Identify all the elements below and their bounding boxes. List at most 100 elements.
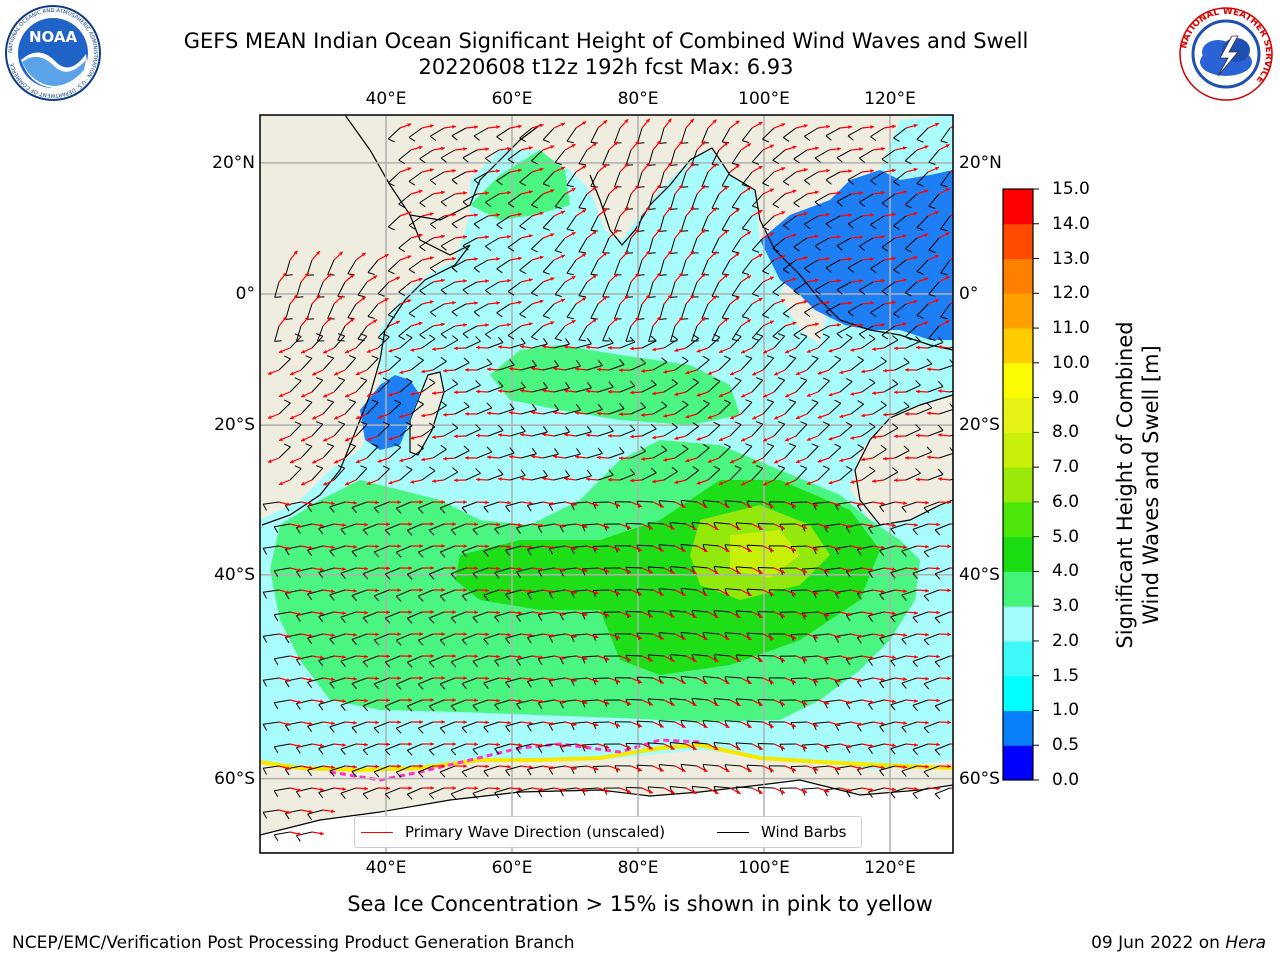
wind-barb-flag	[822, 333, 830, 338]
wind-barb	[289, 468, 302, 481]
wave-arrow-head	[608, 433, 612, 438]
wave-arrow-head	[616, 591, 621, 595]
wind-barb-flag	[531, 359, 537, 367]
wind-barb-flag	[273, 834, 279, 841]
wind-barb-flag	[629, 336, 636, 343]
wind-barb	[396, 633, 412, 641]
wind-barb-flag	[408, 180, 416, 186]
wind-barb-flag	[915, 380, 921, 386]
wind-barb	[934, 611, 951, 619]
wind-barb-flag	[762, 226, 770, 231]
wind-barb	[399, 425, 413, 437]
wind-barb-flag	[367, 315, 375, 320]
wind-barb	[916, 451, 932, 459]
wind-barb-flag	[273, 614, 279, 621]
wave-arrow-head	[795, 459, 800, 464]
wind-barb-flag	[417, 507, 424, 514]
wave-arrow-head	[542, 344, 546, 349]
wave-arrow-head	[780, 657, 785, 662]
wind-barb	[762, 357, 775, 371]
wind-barb	[419, 149, 434, 160]
wind-barb	[879, 501, 896, 507]
wave-arrow-head	[432, 435, 436, 439]
wave-arrow-head	[542, 476, 546, 481]
wave-arrow-head	[701, 273, 706, 278]
wave-arrow-head	[418, 233, 423, 238]
wind-barb-flag	[496, 268, 503, 274]
wave-arrow-head	[903, 501, 907, 505]
wind-barb-flag	[307, 637, 313, 645]
wave-arrow-head	[597, 411, 601, 416]
wind-barb-flag	[804, 135, 811, 141]
wind-barb-flag	[505, 769, 511, 777]
wind-barb	[586, 453, 603, 459]
wind-barb	[527, 589, 544, 594]
wind-barb-flag	[811, 399, 819, 403]
wave-arrow-head	[674, 436, 679, 440]
wave-arrow-head	[752, 415, 757, 420]
wind-barb	[707, 468, 721, 481]
wave-arrow-head	[375, 500, 379, 505]
wind-barb	[757, 786, 775, 789]
wind-barb-flag	[949, 447, 953, 453]
wind-barb	[362, 699, 379, 707]
wind-barb	[652, 405, 668, 415]
wind-barb	[858, 193, 874, 203]
wind-barb	[721, 127, 731, 143]
map-subtitle: 20220608 t12z 192h fcst Max: 6.93	[418, 55, 794, 79]
wave-arrow-head	[441, 544, 445, 548]
wind-barb	[430, 171, 445, 181]
wind-barb	[904, 325, 918, 338]
wind-barb-flag	[351, 551, 357, 558]
wind-barb	[934, 567, 951, 575]
wave-arrow-head	[916, 433, 920, 438]
wind-barb	[711, 193, 720, 209]
wind-barb-flag	[650, 335, 657, 342]
wind-barb-flag	[825, 267, 832, 273]
wind-barb-flag	[494, 792, 500, 799]
wave-arrow-head	[806, 437, 811, 441]
wind-barb-flag	[505, 681, 511, 689]
wave-arrow-head	[388, 392, 393, 397]
wind-barb	[773, 423, 786, 437]
wind-barb-flag	[406, 617, 413, 624]
wind-barb-flag	[405, 333, 413, 339]
wind-barb	[542, 215, 555, 229]
wind-barb-flag	[804, 179, 811, 185]
wind-barb	[505, 633, 522, 639]
wind-barb	[485, 325, 500, 335]
colorbar-segment	[1003, 745, 1033, 781]
wave-arrow-head	[892, 212, 896, 217]
wind-barb-flag	[570, 503, 575, 510]
wave-arrow-head	[736, 570, 741, 574]
wind-barb	[858, 237, 874, 247]
wind-barb-flag	[542, 271, 550, 275]
wind-barb	[825, 303, 841, 313]
wind-barb	[940, 215, 951, 230]
wave-arrow-head	[652, 347, 656, 352]
wave-arrow-head	[869, 611, 874, 616]
wind-barb-flag	[565, 426, 570, 433]
wind-barb-flag	[351, 771, 357, 778]
wind-barb	[519, 259, 533, 271]
wind-barb	[494, 699, 511, 706]
wave-arrow-head	[703, 768, 708, 772]
wave-arrow-head	[338, 295, 343, 300]
wave-arrow-head	[361, 296, 366, 301]
wave-arrow-head	[936, 610, 940, 615]
wind-barb	[731, 281, 742, 296]
wave-arrow-head	[571, 144, 576, 148]
wind-barb	[736, 786, 753, 789]
wind-barb	[751, 193, 764, 207]
wind-barb-flag	[559, 789, 564, 797]
wind-barb-flag	[284, 680, 290, 688]
wave-arrow-head	[869, 523, 874, 528]
wind-barb	[714, 742, 731, 745]
wind-barb-flag	[640, 446, 646, 452]
wind-barb	[790, 677, 808, 680]
wave-arrow-head	[859, 191, 863, 196]
wave-arrow-head	[441, 146, 445, 151]
wave-arrow-head	[353, 632, 357, 637]
wind-barb-flag	[450, 661, 457, 668]
wind-barb-flag	[439, 771, 446, 778]
